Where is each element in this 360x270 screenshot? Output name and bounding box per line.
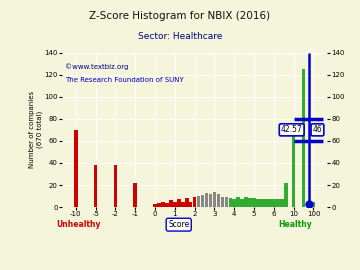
Bar <box>157 203 161 207</box>
Bar <box>233 199 236 207</box>
Text: Healthy: Healthy <box>279 220 312 229</box>
Text: The Research Foundation of SUNY: The Research Foundation of SUNY <box>64 77 183 83</box>
Bar <box>264 199 268 207</box>
Bar <box>312 202 315 207</box>
Bar <box>225 197 228 207</box>
Bar <box>217 194 220 207</box>
Bar <box>276 199 280 207</box>
Bar <box>240 199 244 207</box>
Bar <box>114 165 117 207</box>
Bar <box>169 200 173 207</box>
Bar <box>252 198 256 207</box>
Bar <box>193 197 197 207</box>
Bar <box>153 204 157 207</box>
Bar <box>244 197 248 207</box>
Bar <box>280 199 284 207</box>
Bar <box>201 195 204 207</box>
Text: 42.57: 42.57 <box>281 125 302 134</box>
Bar <box>260 199 264 207</box>
Text: ©www.textbiz.org: ©www.textbiz.org <box>64 63 128 70</box>
Bar <box>181 202 185 207</box>
Text: 46: 46 <box>312 125 322 134</box>
Y-axis label: Number of companies
(670 total): Number of companies (670 total) <box>30 91 43 168</box>
Bar <box>213 192 216 207</box>
Bar <box>185 198 189 207</box>
Text: Score: Score <box>168 220 189 229</box>
Bar <box>284 183 288 207</box>
Bar <box>165 203 169 207</box>
Bar <box>256 199 260 207</box>
Bar <box>292 135 296 207</box>
Bar <box>229 198 232 207</box>
Bar <box>248 198 252 207</box>
Bar <box>161 202 165 207</box>
Bar <box>272 199 276 207</box>
Bar <box>209 194 212 207</box>
Bar <box>74 130 78 207</box>
Bar <box>221 197 224 207</box>
Bar <box>268 199 272 207</box>
Bar <box>173 202 177 207</box>
Bar <box>177 199 181 207</box>
Bar <box>189 202 193 207</box>
Text: Unhealthy: Unhealthy <box>57 220 101 229</box>
Bar <box>134 183 137 207</box>
Bar <box>302 69 305 207</box>
Bar <box>94 165 98 207</box>
Bar <box>197 196 201 207</box>
Bar <box>205 193 208 207</box>
Text: Z-Score Histogram for NBIX (2016): Z-Score Histogram for NBIX (2016) <box>89 11 271 21</box>
Bar <box>237 197 240 207</box>
Text: Sector: Healthcare: Sector: Healthcare <box>138 32 222 41</box>
